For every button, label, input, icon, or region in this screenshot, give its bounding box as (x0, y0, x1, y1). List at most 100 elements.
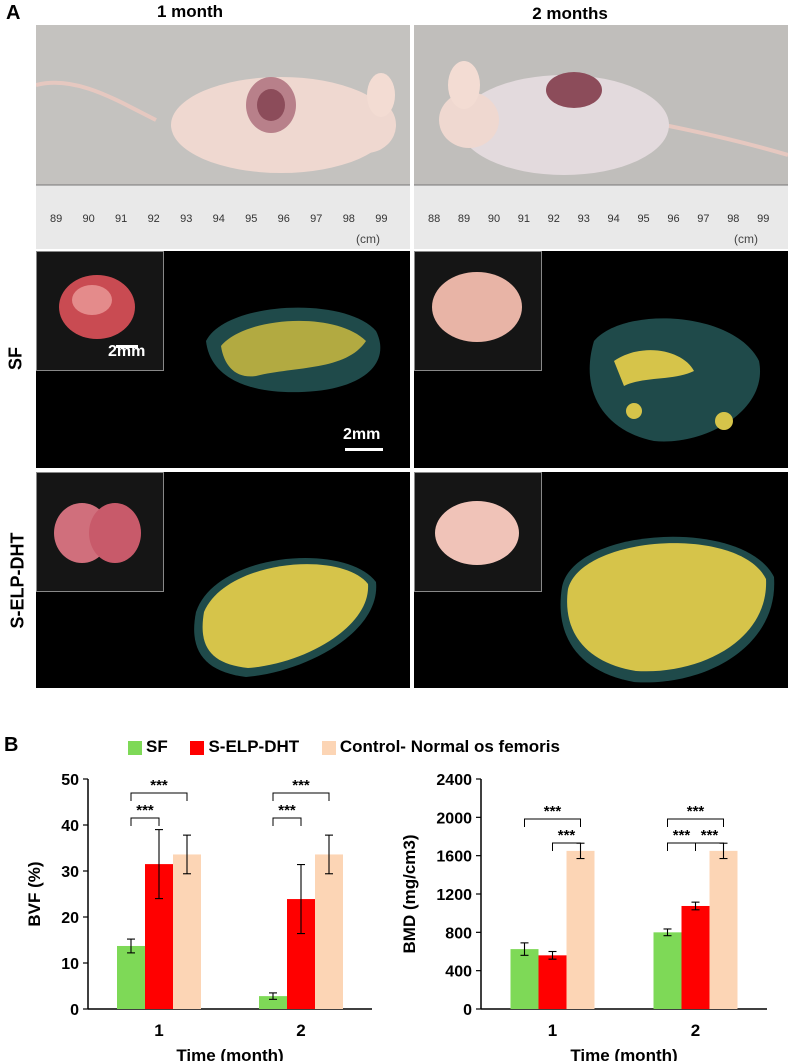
ruler-unit-1-month: (cm) (356, 232, 380, 246)
mouse-illustration-1-month (36, 25, 410, 249)
ruler-labels-1-month: 89 90 91 92 93 94 95 96 97 98 99 (36, 213, 410, 233)
inset-photo-s-elp-dht-2-months (414, 472, 542, 592)
ruler-tick-label: 94 (607, 213, 620, 225)
ruler-tick-label: 88 (428, 213, 441, 225)
bar-s-elp-dht (538, 955, 567, 1009)
significance-label: *** (687, 803, 705, 820)
ruler-tick-label: 93 (180, 213, 193, 225)
bar-control-normal-os-femoris (566, 850, 595, 1009)
panel-a-label: A (6, 2, 21, 24)
ruler-tick-label: 92 (547, 213, 560, 225)
significance-bracket (552, 842, 581, 851)
legend-item-control: Control- Normal os femoris (321, 737, 560, 756)
ruler-tick-label: 89 (50, 213, 63, 225)
ct-render-sf-2-months (589, 318, 761, 442)
y-tick-label: 1200 (436, 887, 472, 904)
bar-sf (510, 949, 539, 1009)
mouse-illustration-2-months (414, 25, 788, 249)
significance-bracket (130, 817, 160, 826)
ruler-tick-label: 91 (517, 213, 530, 225)
legend-item-sf: SF (128, 737, 168, 756)
ruler-tick-label: 97 (310, 213, 323, 225)
x-axis-title: Time (month) (570, 1046, 677, 1061)
y-tick-label: 2000 (436, 810, 472, 827)
ruler-tick-label: 97 (697, 213, 710, 225)
mouse-photo-2-months: 88 89 90 91 92 93 94 95 96 97 98 99 (cm) (414, 25, 788, 249)
bar-sf (117, 945, 145, 1009)
ruler-tick-label: 90 (82, 213, 95, 225)
legend-label-s-elp-dht: S-ELP-DHT (208, 737, 300, 756)
significance-label: *** (150, 777, 168, 794)
ruler-labels-2-months: 88 89 90 91 92 93 94 95 96 97 98 99 (414, 213, 788, 233)
significance-label: *** (292, 777, 310, 794)
panel-b-label: B (4, 734, 19, 756)
significance-label: *** (673, 827, 691, 844)
significance-bracket (524, 818, 581, 827)
ruler-tick-label: 96 (277, 213, 290, 225)
significance-label: *** (701, 827, 719, 844)
x-tick-label: 2 (296, 1021, 305, 1040)
legend-item-s-elp-dht: S-ELP-DHT (190, 737, 299, 756)
y-tick-label: 0 (70, 1002, 79, 1019)
ruler-tick-label: 99 (375, 213, 388, 225)
significance-label: *** (136, 802, 154, 819)
ruler-tick-label: 90 (487, 213, 501, 225)
bar-control-normal-os-femoris (315, 854, 343, 1009)
y-tick-label: 10 (61, 956, 79, 973)
legend-swatch-sf (128, 740, 142, 755)
inset-photo-sf-2-months (414, 251, 542, 371)
column-title-1-month: 1 month (156, 2, 224, 21)
ruler-tick-label: 95 (245, 213, 258, 225)
ruler-tick-label: 94 (212, 213, 225, 225)
column-title-2-months: 2 months (532, 4, 608, 23)
y-axis-title: BMD (mg/cm3) (400, 834, 419, 953)
ruler-tick-label: 99 (757, 213, 770, 225)
inset-scale-text-sf-1-month: 2mm (108, 343, 146, 360)
main-scale-text-sf: 2mm (343, 426, 381, 443)
ct-image-s-elp-dht-1-month (36, 472, 410, 688)
significance-bracket (695, 842, 724, 851)
legend-label-sf: SF (146, 737, 168, 756)
significance-bracket (667, 818, 724, 827)
ruler-tick-label: 89 (457, 213, 471, 225)
bvf-chart: 0 10 20 30 40 50 1 2 *** *** *** *** Time (month) BVF… (25, 772, 372, 1061)
y-tick-label: 2400 (436, 772, 472, 789)
ct-image-s-elp-dht-2-months (414, 472, 788, 688)
ruler-tick-label: 91 (115, 213, 128, 225)
legend-swatch-control (321, 740, 336, 755)
significance-bracket (272, 792, 330, 801)
bar-sf (653, 932, 682, 1009)
y-tick-label: 50 (61, 772, 79, 789)
x-tick-label: 1 (548, 1021, 557, 1040)
legend: SF S-ELP-DHT Control- Normal os femoris (128, 737, 560, 757)
ruler-tick-label: 93 (577, 213, 590, 225)
y-tick-label: 400 (445, 964, 472, 981)
ruler-tick-label: 95 (637, 213, 650, 225)
y-axis-title: BVF (%) (25, 861, 44, 926)
bmd-chart: 0 400 800 1200 1600 2000 2400 1 2 *** *** *** *** ***… (400, 772, 767, 1061)
bar-sf (259, 996, 287, 1009)
significance-bracket (272, 817, 302, 826)
ct-render-s-elp-dht-1-month (194, 558, 377, 677)
significance-bracket (130, 792, 188, 801)
x-tick-label: 2 (691, 1021, 700, 1040)
y-tick-label: 0 (463, 1002, 472, 1019)
ruler-tick-label: 98 (342, 213, 355, 225)
y-tick-label: 40 (61, 818, 79, 835)
ct-render-sf-1-month (206, 307, 381, 393)
ct-image-sf-1-month: 2mm 2mm (36, 251, 410, 468)
significance-label: *** (278, 802, 296, 819)
bar-s-elp-dht (681, 905, 710, 1009)
legend-swatch-s-elp-dht (190, 740, 205, 755)
x-axis-title: Time (month) (176, 1046, 283, 1061)
main-scale-bar-sf (345, 448, 383, 451)
significance-label: *** (544, 803, 562, 820)
significance-label: *** (558, 827, 576, 844)
ruler-tick-label: 98 (727, 213, 740, 225)
inset-photo-sf-1-month (36, 251, 164, 371)
x-tick-label: 1 (154, 1021, 163, 1040)
mouse-photo-1-month: 89 90 91 92 93 94 95 96 97 98 99 (cm) (36, 25, 410, 249)
significance-bracket (667, 842, 696, 851)
ct-image-sf-2-months (414, 251, 788, 468)
bar-control-normal-os-femoris (173, 854, 201, 1009)
